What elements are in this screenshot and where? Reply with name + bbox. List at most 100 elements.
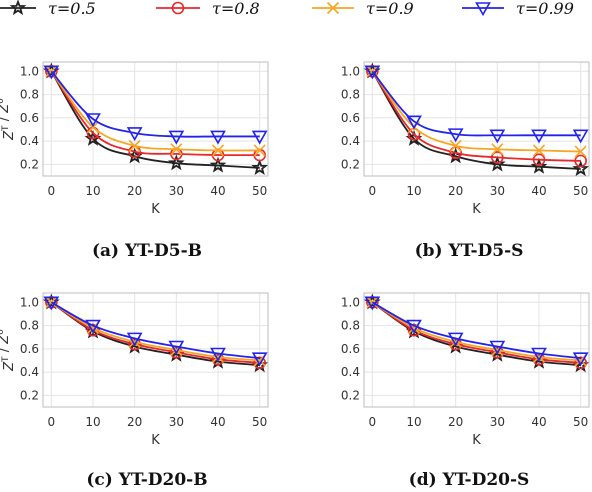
y-tick-label: 0.8 bbox=[341, 319, 360, 333]
y-axis-label-slash: / bbox=[0, 113, 12, 126]
series bbox=[43, 65, 268, 145]
x-axis-label: K bbox=[472, 433, 481, 448]
data-point bbox=[447, 128, 464, 143]
data-point bbox=[168, 340, 185, 355]
x-tick-label: 40 bbox=[531, 184, 546, 198]
panel-caption: (b) YT-D5-S bbox=[415, 241, 524, 261]
legend-entry: τ=0.5 bbox=[0, 0, 96, 18]
data-point bbox=[168, 130, 185, 145]
panel-caption: (d) YT-D20-S bbox=[409, 470, 530, 490]
x-tick-label: 50 bbox=[252, 184, 267, 198]
series bbox=[42, 62, 269, 175]
x-tick-label: 30 bbox=[169, 415, 184, 429]
x-axis-label: K bbox=[151, 433, 160, 448]
data-point bbox=[43, 65, 60, 80]
series-line bbox=[50, 301, 260, 364]
y-axis-label-part: Z bbox=[0, 103, 12, 114]
series-line bbox=[371, 70, 581, 162]
data-point bbox=[251, 352, 268, 367]
data-point bbox=[43, 296, 60, 311]
panel-caption: (c) YT-D20-B bbox=[86, 470, 207, 490]
x-tick-label: 50 bbox=[252, 415, 267, 429]
x-axis-label: K bbox=[151, 202, 160, 217]
x-tick-label: 0 bbox=[369, 184, 377, 198]
y-axis-label-part: Z bbox=[0, 334, 12, 345]
series-line bbox=[371, 301, 581, 364]
y-tick-label: 0.8 bbox=[341, 88, 360, 102]
plot-frame bbox=[42, 61, 269, 177]
data-point bbox=[128, 139, 141, 152]
y-tick-label: 0.2 bbox=[341, 388, 360, 402]
data-point bbox=[532, 153, 546, 167]
x-tick-label: 30 bbox=[169, 184, 184, 198]
legend-entry: τ=0.8 bbox=[156, 0, 260, 18]
y-tick-label: 0.4 bbox=[341, 365, 360, 379]
data-point bbox=[449, 139, 462, 152]
series bbox=[45, 65, 266, 157]
x-tick-label: 50 bbox=[573, 184, 588, 198]
data-point bbox=[126, 127, 143, 142]
legend-marker bbox=[171, 1, 185, 15]
x-tick-label: 10 bbox=[406, 415, 421, 429]
y-tick-label: 0.2 bbox=[20, 157, 39, 171]
x-tick-label: 40 bbox=[210, 184, 225, 198]
legend-marker bbox=[9, 0, 27, 16]
x-tick-label: 30 bbox=[490, 184, 505, 198]
y-axis-label-sup: 0 bbox=[0, 329, 6, 335]
data-point bbox=[253, 144, 266, 157]
data-point bbox=[406, 115, 422, 130]
data-point bbox=[210, 130, 226, 145]
series-line bbox=[50, 70, 260, 157]
data-point bbox=[251, 130, 268, 145]
legend-label: τ=0.8 bbox=[212, 0, 260, 18]
x-tick-label: 30 bbox=[490, 415, 505, 429]
x-tick-label: 10 bbox=[85, 415, 100, 429]
y-axis-label: ZT / Z0 bbox=[0, 98, 17, 141]
series bbox=[364, 296, 589, 367]
data-point bbox=[572, 352, 589, 367]
y-tick-label: 0.4 bbox=[341, 134, 360, 148]
x-tick-label: 40 bbox=[531, 415, 546, 429]
legend-label: τ=0.99 bbox=[516, 0, 574, 18]
legend-marker bbox=[326, 1, 340, 15]
plot-frame bbox=[42, 292, 269, 408]
legend-entry: τ=0.99 bbox=[462, 0, 574, 18]
data-point bbox=[488, 155, 506, 172]
x-tick-label: 40 bbox=[210, 415, 225, 429]
data-point bbox=[530, 157, 548, 174]
y-axis-label-part: Z bbox=[2, 130, 17, 141]
data-point bbox=[574, 145, 587, 158]
data-point bbox=[491, 151, 504, 164]
y-tick-label: 0.6 bbox=[341, 342, 360, 356]
data-point bbox=[211, 144, 225, 157]
data-point bbox=[85, 319, 101, 334]
data-point bbox=[572, 129, 589, 144]
series-line bbox=[371, 301, 581, 360]
legend-marker bbox=[475, 2, 491, 17]
series-line bbox=[50, 301, 260, 360]
y-tick-label: 1.0 bbox=[20, 64, 39, 78]
plot-frame bbox=[363, 61, 590, 177]
data-point bbox=[531, 347, 547, 362]
x-tick-label: 10 bbox=[406, 184, 421, 198]
y-tick-label: 0.8 bbox=[20, 319, 39, 333]
y-tick-label: 1.0 bbox=[341, 64, 360, 78]
chart-panel: 0 10 20 30 40 50 0.2 0.4 0.6 0.8 1.0 K (b) YT-D5-S bbox=[341, 61, 590, 261]
y-tick-label: 0.6 bbox=[20, 342, 39, 356]
chart-panel: 0 10 20 30 40 50 0.2 0.4 0.6 0.8 1.0 K (d) YT-D20-S bbox=[341, 292, 590, 490]
y-axis-label-sup: T bbox=[1, 125, 11, 132]
legend: τ=0.5 τ=0.8 τ=0.9 τ=0.99 bbox=[0, 0, 574, 18]
panel-caption: (a) YT-D5-B bbox=[92, 241, 202, 261]
data-point bbox=[167, 154, 185, 171]
legend-entry: τ=0.9 bbox=[312, 0, 414, 18]
data-point bbox=[532, 144, 546, 157]
series bbox=[364, 65, 589, 144]
y-axis-label-slash: / bbox=[0, 344, 12, 357]
data-point bbox=[531, 129, 547, 144]
data-point bbox=[366, 296, 379, 309]
data-point bbox=[406, 319, 422, 334]
series bbox=[45, 65, 266, 162]
series-line bbox=[50, 70, 260, 138]
